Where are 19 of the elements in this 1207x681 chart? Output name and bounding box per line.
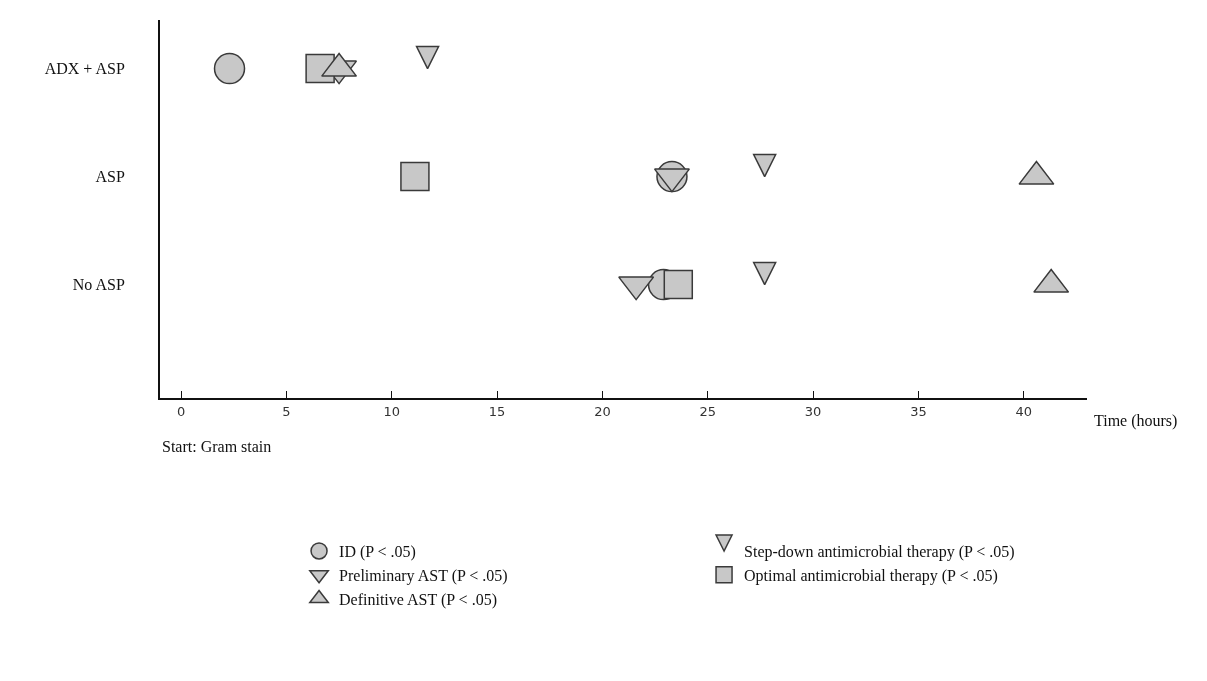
x-tick-label: 0 bbox=[176, 403, 186, 419]
x-axis-title: Time (hours) bbox=[1094, 412, 1178, 430]
x-tick-label: 30 bbox=[804, 403, 822, 419]
legend-label: Optimal antimicrobial therapy (P < .05) bbox=[744, 567, 998, 586]
x-tick-label: 40 bbox=[1015, 403, 1033, 419]
text: Start: Gram stain bbox=[162, 438, 272, 455]
y-tick-label: No ASP bbox=[72, 276, 125, 294]
y-tick-label: ADX + ASP bbox=[44, 60, 125, 78]
x-tick-label: 5 bbox=[282, 403, 291, 419]
x-tick-label: 15 bbox=[488, 403, 506, 419]
x-tick-label: 10 bbox=[383, 403, 401, 419]
y-tick-label: ASP bbox=[95, 168, 125, 186]
x-tick-label: 25 bbox=[699, 403, 717, 419]
x-tick-label: 35 bbox=[910, 403, 927, 419]
legend-label: ID (P < .05) bbox=[339, 543, 416, 562]
legend-label: Step-down antimicrobial therapy (P < .05) bbox=[744, 543, 1015, 562]
legend-label: Preliminary AST (P < .05) bbox=[339, 567, 508, 586]
legend-label: Definitive AST (P < .05) bbox=[339, 590, 497, 609]
x-tick-label: 20 bbox=[594, 403, 611, 419]
